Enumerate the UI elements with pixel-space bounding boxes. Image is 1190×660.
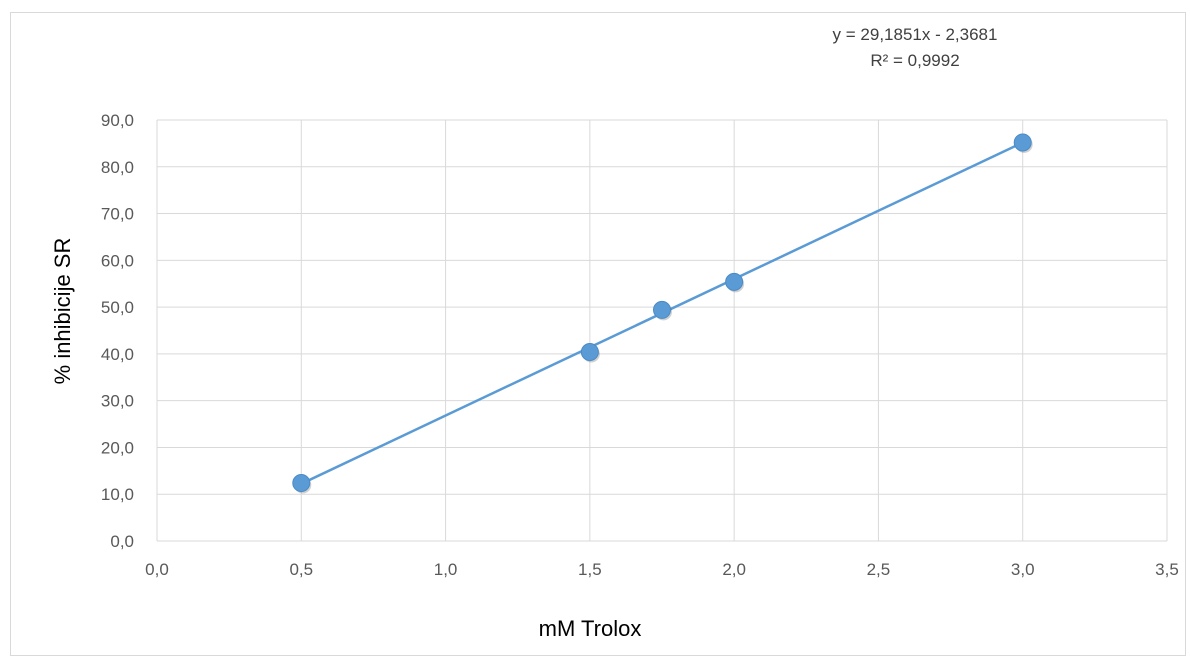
x-tick-label: 0,5 [289,560,313,579]
data-points [292,133,1033,494]
horizontal-gridlines [157,119,1167,542]
trendline-r-squared: R² = 0,9992 [870,51,959,70]
x-tick-label: 2,0 [722,560,746,579]
y-tick-label: 40,0 [101,345,134,364]
y-tick-label: 70,0 [101,205,134,224]
x-tick-label: 0,0 [145,560,169,579]
x-tick-label: 3,5 [1155,560,1179,579]
y-tick-label: 30,0 [101,392,134,411]
data-point [653,300,671,319]
y-tick-label: 10,0 [101,485,134,504]
y-tick-label: 90,0 [101,111,134,130]
y-tick-label: 0,0 [110,532,134,551]
x-tick-label: 1,5 [578,560,602,579]
x-axis-title: mM Trolox [539,616,642,641]
y-tick-labels: 0,0 10,0 20,0 30,0 40,0 50,0 60,0 70,0 80,0 90,0 [101,111,134,551]
y-tick-label: 50,0 [101,298,134,317]
y-tick-label: 60,0 [101,251,134,270]
y-tick-label: 80,0 [101,158,134,177]
chart-frame [10,12,1186,656]
y-tick-label: 20,0 [101,438,134,457]
y-axis-title: % inhibicije SR [50,238,75,385]
vertical-gridlines [156,120,1168,541]
x-tick-label: 1,0 [434,560,458,579]
data-point [725,272,744,291]
x-tick-label: 2,5 [867,560,891,579]
data-point [1013,133,1032,152]
data-point [580,343,599,362]
x-tick-label: 3,0 [1011,560,1035,579]
data-point [292,473,311,492]
trendline-equation: y = 29,1851x - 2,3681 [833,25,998,44]
x-tick-labels: 0,0 0,5 1,0 1,5 2,0 2,5 3,0 3,5 [145,560,1179,579]
